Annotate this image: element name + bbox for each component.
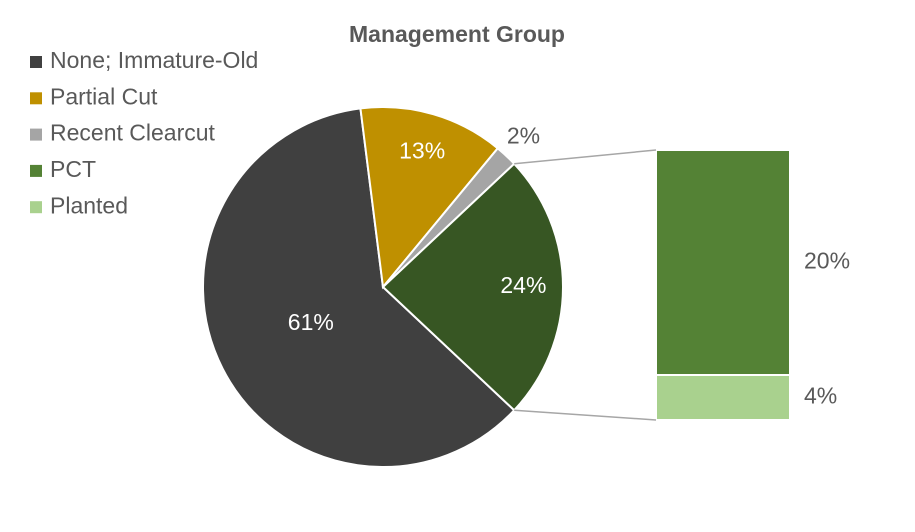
legend-label: Recent Clearcut <box>50 120 216 146</box>
pie-slice <box>359 106 500 290</box>
legend-swatch <box>30 164 42 177</box>
legend-label: Planted <box>50 192 128 218</box>
legend-swatch <box>30 56 42 68</box>
legend-label: None; Immature-Old <box>50 47 258 73</box>
bar-segment <box>655 374 791 421</box>
data-label: 4% <box>804 383 837 409</box>
legend-label: PCT <box>50 156 96 182</box>
legend-label: Partial Cut <box>50 83 158 109</box>
legend-swatch <box>30 201 42 214</box>
legend-swatch <box>30 92 42 105</box>
data-label: 13% <box>399 137 445 163</box>
pie-slice <box>381 162 564 412</box>
connector-line <box>514 149 657 165</box>
bar-segment <box>655 149 791 376</box>
legend-swatch <box>30 128 42 141</box>
connector-line <box>514 409 657 421</box>
data-label: 61% <box>288 309 334 335</box>
chart-title: Management Group <box>349 21 565 47</box>
data-label: 20% <box>804 248 850 274</box>
data-label: 24% <box>500 272 546 298</box>
pie-slice <box>202 107 516 468</box>
data-label: 2% <box>507 122 540 148</box>
